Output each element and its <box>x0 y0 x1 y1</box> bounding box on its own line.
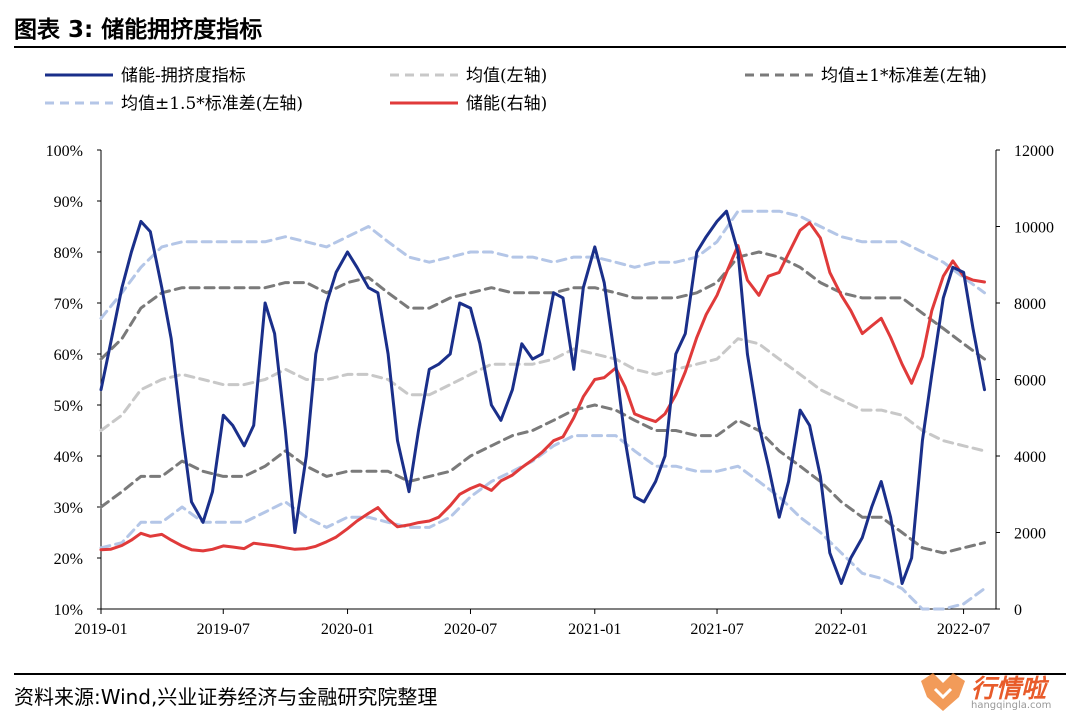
legend-label: 均值(左轴) <box>466 66 547 86</box>
watermark: 行情啦 hangqingla.com <box>915 667 1065 715</box>
legend-label: 储能(右轴) <box>466 94 547 114</box>
x-tick-label: 2020-07 <box>444 621 497 638</box>
source-note: 资料来源:Wind,兴业证券经济与金融研究院整理 <box>14 685 438 709</box>
x-tick-label: 2021-07 <box>690 621 743 638</box>
series-line-storage <box>99 221 986 553</box>
y-left-tick-label: 10% <box>54 602 83 619</box>
y-right-tick-label: 12000 <box>1014 143 1054 160</box>
legend-label: 均值±1.5*标准差(左轴) <box>121 94 303 114</box>
y-left-tick-label: 40% <box>54 449 83 466</box>
series-line-mean <box>99 337 986 453</box>
y-right-tick-label: 4000 <box>1014 449 1046 466</box>
legend-label: 均值±1*标准差(左轴) <box>821 66 987 86</box>
y-right-tick-label: 2000 <box>1014 526 1046 543</box>
y-right-tick-label: 8000 <box>1014 296 1046 313</box>
x-tick-label: 2021-01 <box>568 621 621 638</box>
watermark-url: hangqingla.com <box>971 700 1052 711</box>
fox-logo-icon <box>921 673 965 711</box>
y-left-tick-label: 30% <box>54 500 83 517</box>
chart-title: 图表 3: 储能拥挤度指标 <box>14 17 263 43</box>
y-left-tick-label: 50% <box>54 398 83 415</box>
legend-label: 储能-拥挤度指标 <box>121 66 246 86</box>
y-right-tick-label: 6000 <box>1014 373 1046 390</box>
title-bar: 图表 3: 储能拥挤度指标 <box>14 6 1066 44</box>
watermark-text: 行情啦 <box>971 674 1047 703</box>
series-line-std1 <box>99 403 986 555</box>
y-left-tick-label: 70% <box>54 296 83 313</box>
title-divider <box>14 46 1066 48</box>
y-left-tick-label: 20% <box>54 551 83 568</box>
y-right-tick-label: 0 <box>1014 602 1022 619</box>
series-line-std15 <box>99 434 986 611</box>
y-left-tick-label: 80% <box>54 245 83 262</box>
x-tick-label: 2022-07 <box>937 621 990 638</box>
y-right-tick-label: 10000 <box>1014 220 1054 237</box>
y-left-tick-label: 60% <box>54 347 83 364</box>
y-left-tick-label: 90% <box>54 194 83 211</box>
x-tick-label: 2019-07 <box>197 621 250 638</box>
y-left-tick-label: 100% <box>46 143 83 160</box>
x-tick-label: 2019-01 <box>74 621 127 638</box>
x-tick-label: 2020-01 <box>321 621 374 638</box>
series-line-std15 <box>99 209 986 320</box>
footer-divider <box>14 673 1066 675</box>
x-tick-label: 2022-01 <box>815 621 868 638</box>
series-line-crowding <box>99 209 986 585</box>
